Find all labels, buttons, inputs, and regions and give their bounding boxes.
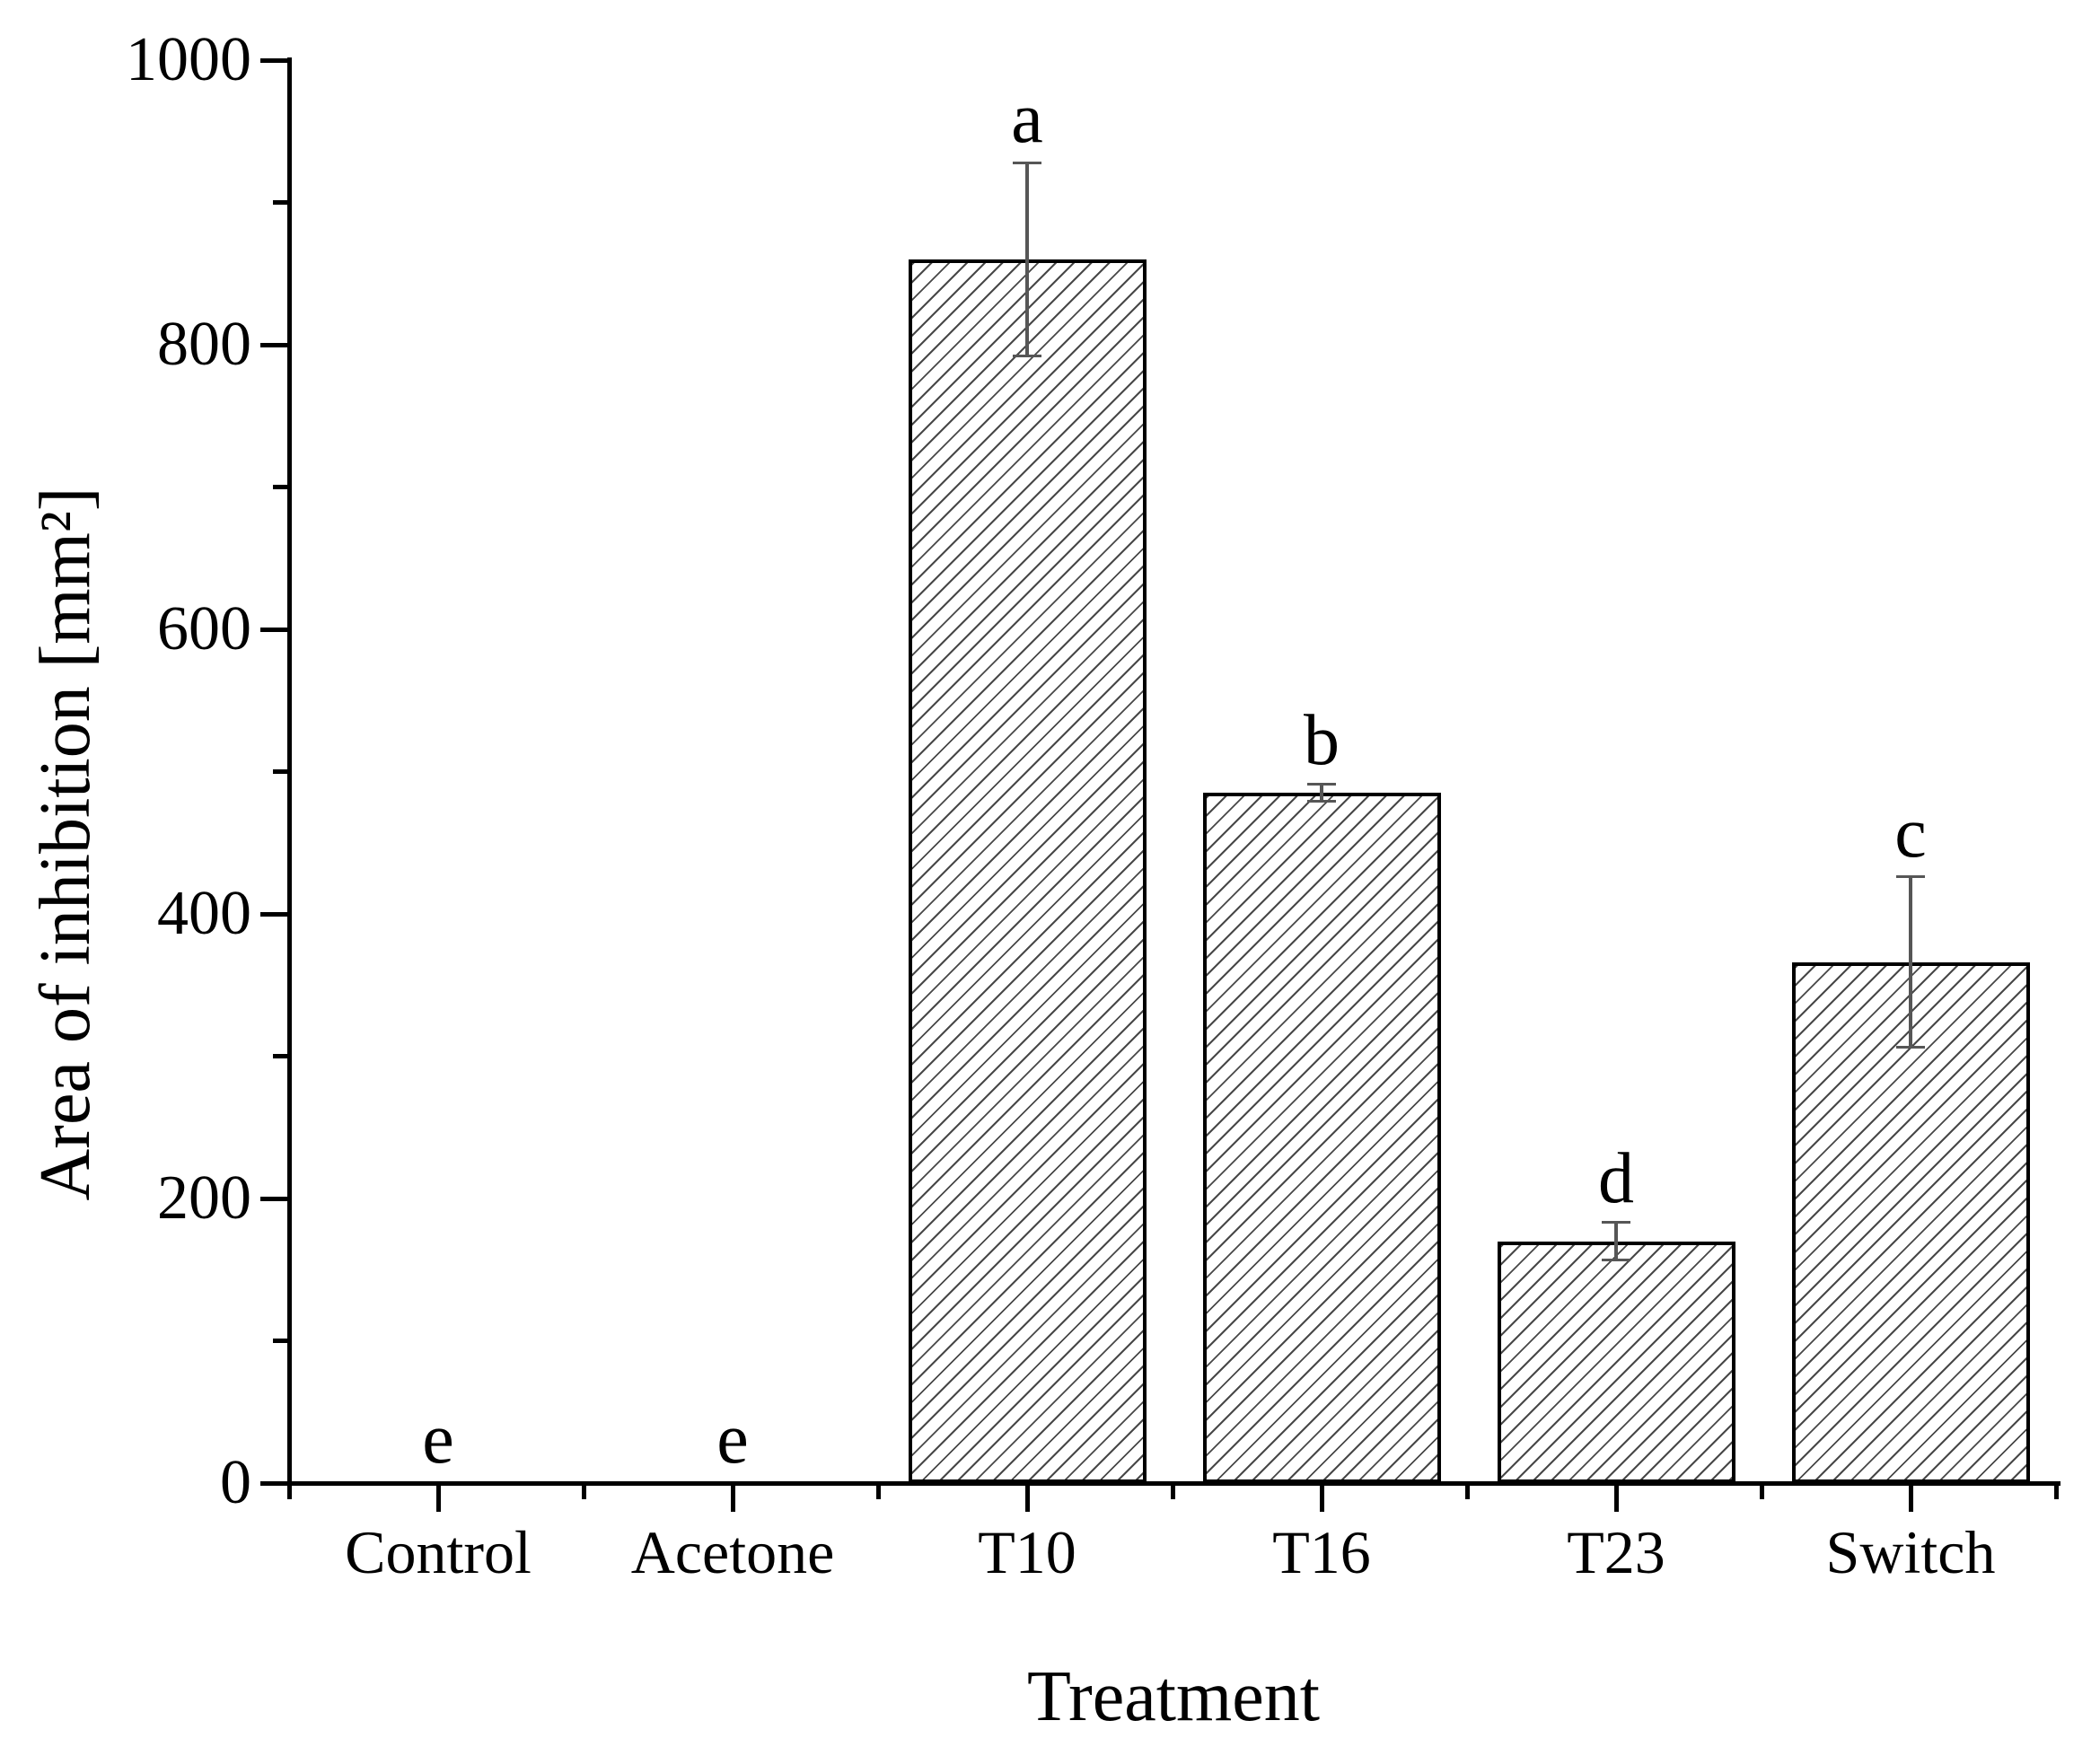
y-tick-label: 600 — [157, 594, 251, 663]
y-major-tick — [260, 57, 289, 63]
x-axis-title: Treatment — [1027, 1657, 1320, 1736]
error-bar-line — [1909, 876, 1912, 1048]
error-bar-line — [1025, 162, 1029, 356]
error-bar-cap-top — [1307, 783, 1336, 786]
y-axis-title: Area of inhibition [mm²] — [26, 487, 105, 1201]
y-minor-tick — [273, 769, 289, 774]
x-category-tick — [435, 1483, 441, 1512]
error-bar-cap-bottom — [1013, 355, 1041, 358]
significance-letter: e — [716, 1400, 749, 1479]
y-minor-tick — [273, 485, 289, 489]
error-bar-cap-bottom — [1602, 1258, 1630, 1261]
x-category-tick — [730, 1483, 735, 1512]
error-bar-cap-top — [1602, 1221, 1630, 1225]
x-category-tick — [1613, 1483, 1619, 1512]
x-boundary-tick — [582, 1483, 586, 1499]
x-category-tick — [1319, 1483, 1324, 1512]
x-category-label: Switch — [1825, 1518, 1996, 1586]
bar — [908, 259, 1147, 1483]
bar — [1791, 961, 2030, 1483]
y-axis-line — [287, 57, 292, 1486]
significance-letter: b — [1304, 700, 1340, 780]
y-major-tick — [260, 627, 289, 632]
y-minor-tick — [273, 1339, 289, 1343]
error-bar-line — [1320, 784, 1323, 802]
y-major-tick — [260, 1480, 289, 1486]
significance-letter: c — [1894, 793, 1927, 873]
y-tick-label: 200 — [157, 1163, 251, 1233]
x-boundary-tick — [287, 1483, 292, 1499]
bar — [1202, 793, 1441, 1483]
significance-letter: d — [1598, 1138, 1634, 1218]
significance-letter: e — [422, 1400, 454, 1479]
error-bar-cap-top — [1896, 875, 1925, 879]
y-minor-tick — [273, 200, 289, 205]
x-boundary-tick — [1760, 1483, 1764, 1499]
x-boundary-tick — [1171, 1483, 1175, 1499]
y-minor-tick — [273, 1054, 289, 1058]
y-tick-label: 800 — [157, 310, 251, 379]
error-bar-cap-top — [1013, 161, 1041, 164]
significance-letter: a — [1011, 79, 1043, 159]
x-category-label: Control — [345, 1518, 532, 1586]
y-tick-label: 1000 — [126, 25, 251, 94]
error-bar-cap-bottom — [1896, 1046, 1925, 1049]
x-category-label: T23 — [1567, 1518, 1665, 1586]
y-major-tick — [260, 342, 289, 347]
y-tick-label: 400 — [157, 879, 251, 948]
x-category-label: T10 — [978, 1518, 1076, 1586]
bar — [1497, 1241, 1735, 1483]
y-major-tick — [260, 911, 289, 917]
x-category-tick — [1024, 1483, 1030, 1512]
x-category-label: Acetone — [630, 1518, 835, 1586]
y-tick-label: 0 — [220, 1448, 251, 1517]
y-major-tick — [260, 1196, 289, 1201]
x-boundary-tick — [2054, 1483, 2059, 1499]
x-boundary-tick — [1465, 1483, 1470, 1499]
x-boundary-tick — [876, 1483, 881, 1499]
x-category-tick — [1908, 1483, 1913, 1512]
error-bar-cap-bottom — [1307, 800, 1336, 803]
x-category-label: T16 — [1272, 1518, 1371, 1586]
error-bar-line — [1614, 1222, 1618, 1260]
